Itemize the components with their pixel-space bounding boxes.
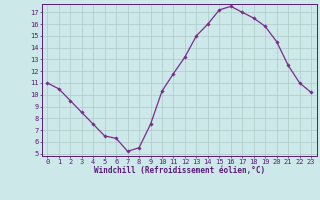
X-axis label: Windchill (Refroidissement éolien,°C): Windchill (Refroidissement éolien,°C)	[94, 166, 265, 175]
